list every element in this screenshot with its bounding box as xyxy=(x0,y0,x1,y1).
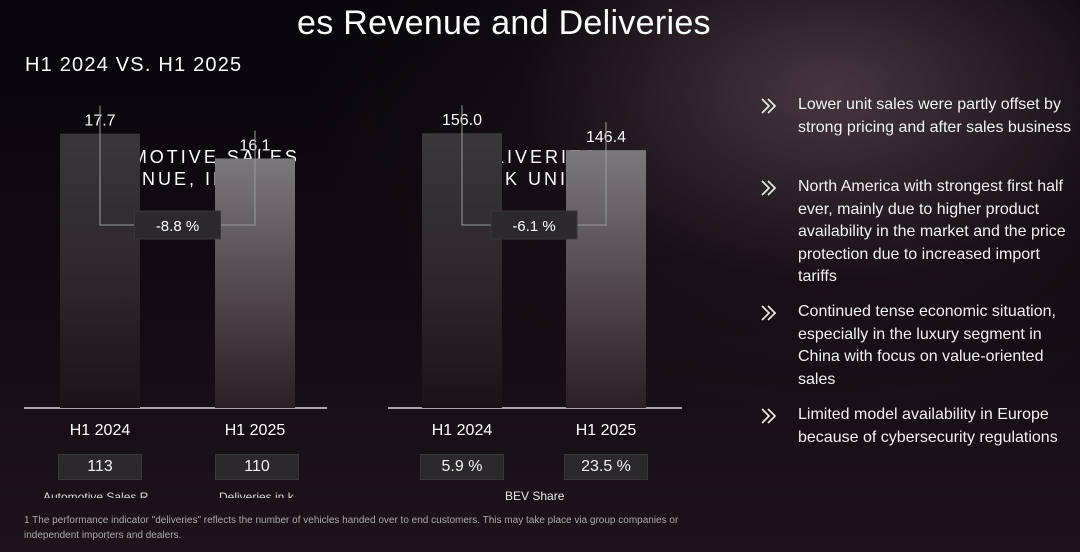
revenue-category-label: H1 2025 xyxy=(225,422,286,439)
key-point-text: Lower unit sales were partly offset by s… xyxy=(798,96,1072,136)
deliveries-category-label: H1 2024 xyxy=(432,422,493,439)
revenue-box-caption-right: Deliveries in k xyxy=(219,490,294,498)
revenue-box-caption-left: Automotive Sales R xyxy=(43,490,149,498)
revenue-box-h1-2025: 110 xyxy=(215,454,299,480)
bev-share-box-h1-2025: 23.5 % xyxy=(564,454,648,480)
bev-share-caption: BEV Share xyxy=(505,489,565,503)
revenue-category-label: H1 2024 xyxy=(70,422,131,439)
revenue-change-label: -8.8 % xyxy=(156,218,199,235)
deliveries-change-bracket-right xyxy=(573,122,607,226)
revenue-box-h1-2024: 113 xyxy=(58,454,142,480)
deliveries-category-label: H1 2025 xyxy=(576,422,637,439)
deliveries-change-bracket-left xyxy=(461,105,495,226)
revenue-change-bracket-right xyxy=(216,130,256,226)
deliveries-change-label: -6.1 % xyxy=(512,218,555,235)
key-point-text: Limited model availability in Europe bec… xyxy=(798,406,1058,446)
revenue-change-bracket-left xyxy=(99,105,139,226)
double-chevron-icon xyxy=(761,305,777,321)
deliveries-change-box xyxy=(490,210,578,240)
key-point-text: Continued tense economic situation, espe… xyxy=(798,303,1056,388)
double-chevron-icon xyxy=(761,98,777,114)
footnote: 1 The performance indicator "deliveries"… xyxy=(24,515,679,541)
page-subtitle: H1 2024 VS. H1 2025 xyxy=(25,54,243,76)
deliveries-chart-title-line-2: IN K UNITS xyxy=(472,169,597,189)
double-chevron-icon xyxy=(761,180,777,196)
page-title: es Revenue and Deliveries xyxy=(297,4,711,42)
bev-share-box-h1-2024: 5.9 % xyxy=(420,454,504,480)
double-chevron-icon xyxy=(761,408,777,424)
revenue-change-box xyxy=(134,210,221,240)
key-point-text: North America with strongest first half … xyxy=(798,178,1066,285)
